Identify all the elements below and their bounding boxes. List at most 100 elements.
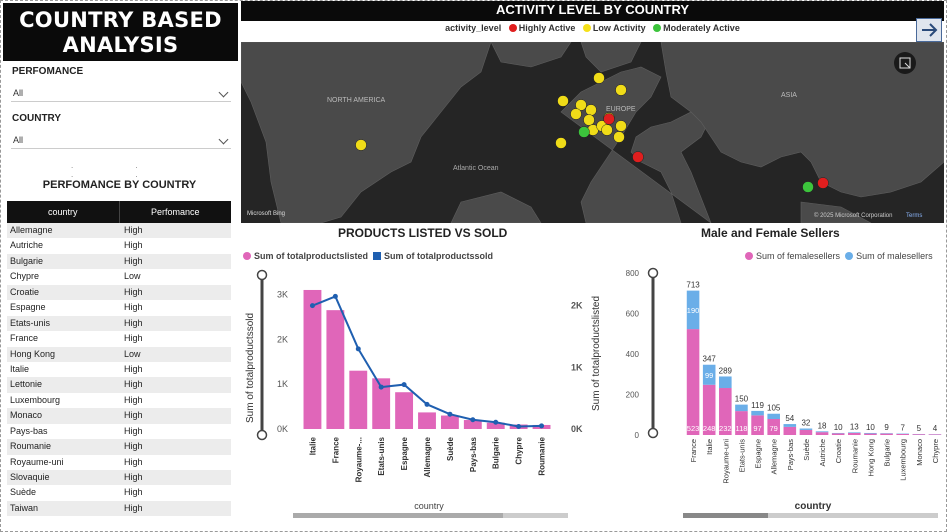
table-row[interactable]: Bulgarie High	[7, 253, 231, 270]
legend-item-sold[interactable]: Sum of totalproductssold	[384, 251, 494, 261]
table-row[interactable]: Slovaquie High	[7, 470, 231, 486]
focus-mode-button[interactable]	[894, 52, 916, 74]
bar-male	[783, 424, 797, 427]
x-tick-label: Suède	[446, 436, 455, 461]
performance-slicer-label: PERFOMANCE	[12, 66, 84, 77]
scrollbar-thumb	[293, 513, 503, 518]
female-label: 97	[753, 424, 761, 433]
table-row[interactable]: Suède High	[7, 485, 231, 500]
bar-female	[896, 433, 909, 435]
cell-performance: High	[124, 487, 143, 498]
bar-female	[686, 329, 700, 435]
legend-dot-icon	[653, 24, 662, 32]
line-point	[470, 417, 476, 423]
legend-square-icon	[373, 252, 382, 260]
female-label: 79	[770, 424, 778, 433]
table-row[interactable]: Espagne High	[7, 300, 231, 315]
cell-performance: High	[124, 502, 143, 513]
table-row[interactable]: France High	[7, 331, 231, 346]
line-point	[424, 401, 430, 407]
bar-female	[880, 433, 893, 435]
map-label-europe: EUROPE	[606, 106, 636, 113]
country-slicer[interactable]: All	[11, 131, 231, 149]
x-tick-label: Suède	[802, 439, 811, 461]
y2-axis-title: Sum of totalproductslisted	[591, 296, 602, 411]
legend-item-low-activity[interactable]: Low Activity	[592, 23, 646, 33]
total-label: 4	[933, 424, 938, 433]
table-row[interactable]: Royaume-uni High	[7, 455, 231, 470]
map-bubble	[557, 95, 569, 107]
table-row[interactable]: Etats-unis High	[7, 315, 231, 332]
table-row[interactable]: Italie High	[7, 362, 231, 377]
x-tick-label: Croatie	[834, 439, 843, 463]
x-tick-label: Allemagne	[423, 436, 432, 477]
table-row[interactable]: Autriche High	[7, 238, 231, 253]
bar-female	[735, 411, 748, 435]
map-visual[interactable]: NORTH AMERICA EUROPE ASIA Atlantic Ocean…	[241, 42, 944, 223]
bar-male	[864, 432, 877, 434]
table-row[interactable]: Monaco High	[7, 408, 231, 424]
cell-performance: High	[124, 394, 143, 405]
bar-sold	[418, 412, 436, 429]
table-row[interactable]: Pays-bas High	[7, 424, 231, 439]
table-row[interactable]: Taiwan High	[7, 500, 231, 517]
female-label: 523	[687, 424, 700, 433]
x-tick-label: Hong Kong	[866, 439, 875, 477]
total-label: 105	[767, 404, 781, 413]
column-header-country[interactable]: country	[7, 201, 120, 223]
performance-slicer-value: All	[13, 88, 24, 98]
table-row[interactable]: Croatie High	[7, 284, 231, 301]
y-tick-label: 600	[626, 310, 640, 319]
bar-female	[719, 388, 732, 435]
table-row[interactable]: Hong Kong Low	[7, 346, 231, 362]
x-axis-title: country	[414, 501, 444, 511]
cell-country: Bulgarie	[10, 255, 44, 266]
map-bubble	[585, 104, 597, 116]
legend-dot-icon	[508, 24, 517, 32]
performance-slicer[interactable]: All	[11, 84, 231, 102]
slider-handle-top	[256, 269, 268, 281]
cell-performance: High	[124, 225, 143, 235]
cell-country: Lettonie	[10, 379, 43, 390]
table-row[interactable]: Roumanie High	[7, 439, 231, 455]
bar-male	[719, 376, 732, 389]
map-label-asia: ASIA	[781, 92, 797, 99]
report-title-line1: COUNTRY BASED	[19, 8, 222, 32]
table-row[interactable]: Allemagne High	[7, 223, 231, 239]
x-tick-label: Italie	[705, 439, 714, 455]
x-tick-label: Roumanie	[538, 436, 547, 475]
table-row[interactable]: Luxembourg High	[7, 393, 231, 408]
y-tick-label: 400	[626, 350, 640, 359]
arrow-right-icon	[922, 23, 938, 37]
legend-item-female[interactable]: Sum of femalesellers	[756, 251, 841, 261]
line-point	[539, 423, 545, 429]
expand-button[interactable]	[916, 18, 942, 42]
bar-female	[799, 429, 813, 435]
map-bubble	[355, 139, 367, 151]
legend-item-moderately-active[interactable]: Moderately Active	[663, 23, 740, 33]
line-point	[378, 384, 384, 390]
separator-dots: . . . .	[71, 161, 168, 179]
products-chart-title: PRODUCTS LISTED VS SOLD	[338, 226, 508, 240]
slider-handle-bottom	[256, 429, 268, 441]
cell-country: Pays-bas	[10, 425, 48, 436]
legend-item-listed[interactable]: Sum of totalproductslisted	[254, 251, 369, 261]
x-tick-label: Royaume-uni	[721, 439, 730, 484]
legend-item-male[interactable]: Sum of malesellers	[856, 251, 933, 261]
map-bubble	[575, 99, 587, 111]
y-tick-label: 0	[635, 431, 640, 440]
bar-female	[767, 419, 780, 435]
male-label: 99	[705, 371, 713, 380]
legend-item-highly-active[interactable]: Highly Active	[518, 23, 576, 33]
cell-performance: High	[124, 363, 143, 374]
column-header-performance[interactable]: Perfomance	[150, 207, 200, 217]
chevron-down-icon[interactable]	[218, 87, 229, 98]
bar-sold	[463, 420, 482, 429]
cell-country: Taiwan	[10, 502, 39, 513]
chevron-down-icon[interactable]	[218, 134, 229, 145]
y-tick-label: 3K	[277, 289, 288, 299]
map-terms-link[interactable]: Terms	[906, 213, 922, 219]
map-label-atlantic: Atlantic Ocean	[453, 165, 499, 172]
table-row[interactable]: Chypre Low	[7, 269, 231, 284]
table-row[interactable]: Lettonie High	[7, 377, 231, 393]
